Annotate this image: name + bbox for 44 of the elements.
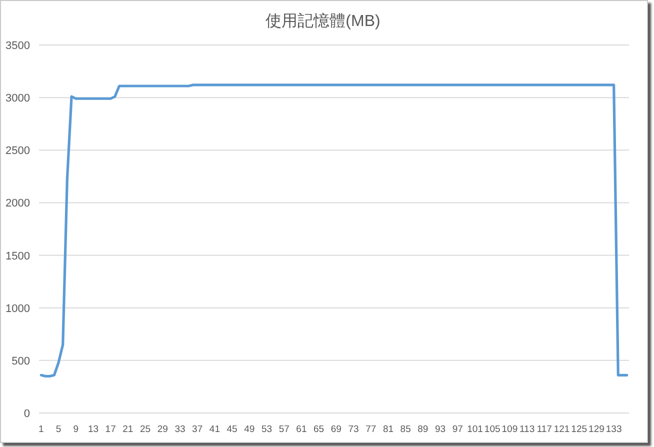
x-tick-label: 13 <box>88 424 99 435</box>
x-tick-label: 65 <box>314 424 324 435</box>
x-tick-label: 17 <box>105 424 116 435</box>
x-tick-label: 121 <box>554 424 570 435</box>
y-tick-label: 1000 <box>6 302 30 315</box>
x-tick-label: 37 <box>192 424 203 435</box>
x-tick-label: 45 <box>226 424 238 435</box>
x-tick-label: 1 <box>38 424 44 435</box>
x-tick-label: 125 <box>571 424 588 435</box>
x-tick-label: 97 <box>452 424 463 435</box>
line-series <box>40 84 628 378</box>
x-tick-label: 81 <box>382 424 394 435</box>
x-tick-label: 41 <box>209 424 220 435</box>
x-tick-label: 117 <box>536 424 552 435</box>
x-tick-label: 25 <box>140 424 151 435</box>
y-tick-label: 2000 <box>6 198 30 210</box>
y-tick-label: 3000 <box>6 92 30 105</box>
x-tick-label: 9 <box>73 424 79 435</box>
x-tick-label: 101 <box>467 424 483 435</box>
x-tick-label: 73 <box>348 424 359 435</box>
x-tick-label: 33 <box>174 424 186 435</box>
y-tick-label: 500 <box>12 355 30 368</box>
x-tick-label: 21 <box>122 424 134 435</box>
x-tick-label: 77 <box>366 424 376 435</box>
x-tick-label: 113 <box>519 424 535 435</box>
x-tick-label: 85 <box>400 424 411 435</box>
y-tick-label: 3500 <box>6 40 30 52</box>
y-tick-label: 2500 <box>6 145 30 158</box>
chart-title: 使用記憶體(MB) <box>266 12 380 30</box>
y-tick-label: 0 <box>24 408 30 420</box>
x-tick-label: 49 <box>244 424 255 435</box>
x-tick-label: 57 <box>278 424 290 435</box>
x-tick-label: 109 <box>502 424 518 435</box>
x-tick-label: 89 <box>418 424 428 435</box>
x-tick-label: 93 <box>435 424 446 435</box>
x-tick-label: 53 <box>261 424 272 435</box>
x-tick-label: 5 <box>56 424 62 435</box>
x-tick-label: 69 <box>330 424 342 435</box>
x-tick-label: 129 <box>588 424 604 435</box>
x-tick-label: 105 <box>484 424 500 435</box>
x-tick-label: 133 <box>606 424 622 435</box>
y-tick-label: 1500 <box>6 250 30 262</box>
x-tick-label: 29 <box>157 424 168 435</box>
x-tick-label: 61 <box>296 424 307 435</box>
